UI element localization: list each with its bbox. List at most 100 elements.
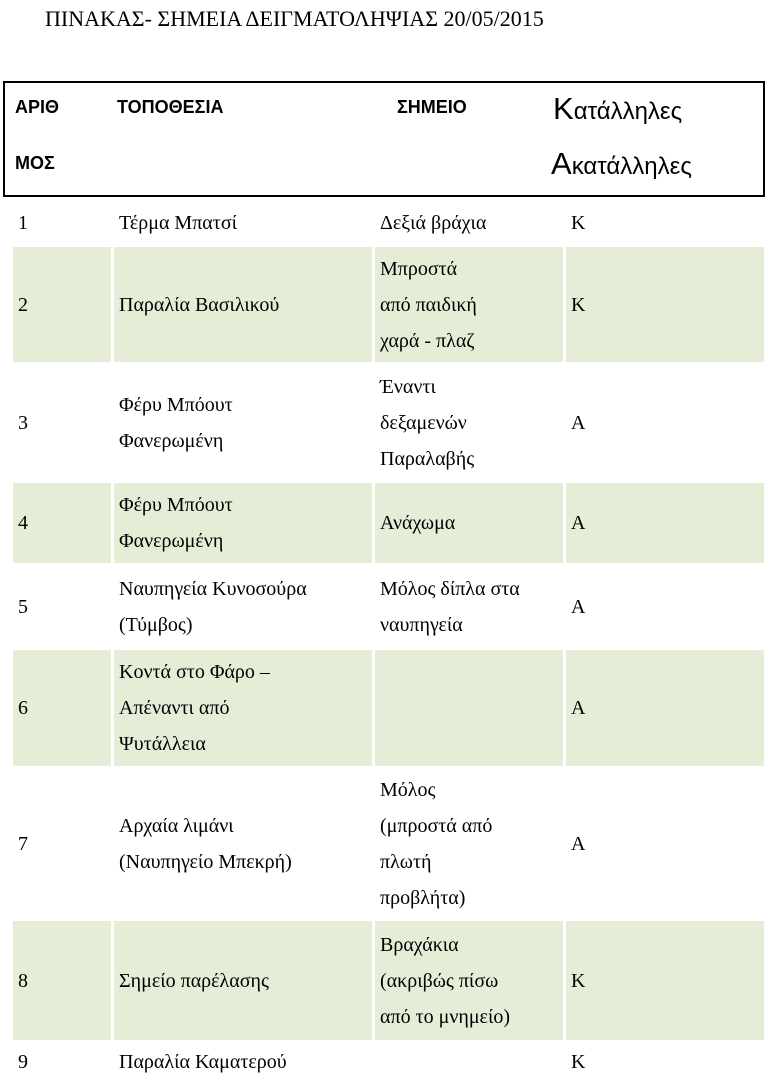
table-row: 9 Παραλία Καματερού Κ: [13, 1043, 764, 1080]
location-line: Παραλία Καματερού: [119, 1050, 287, 1073]
location-line: Ψυτάλλεια: [119, 733, 206, 755]
point-line: δεξαμενών: [380, 411, 467, 434]
status: Κ: [571, 293, 586, 316]
cell-location: Τέρμα Μπατσί: [114, 201, 372, 244]
location-line: (Τύμβος): [119, 613, 193, 636]
point-line: από το μνημείο): [380, 1005, 510, 1028]
table-row: 3 Φέρυ Μπόουτ Φανερωμένη Έναντι δεξαμενών Παρ…: [13, 365, 764, 480]
table-row: 7 Αρχαία λιμάνι (Ναυπηγείο Μπεκρή) Μόλος (μπ…: [13, 769, 764, 918]
cell-number: 5: [13, 566, 111, 647]
table: 1 Τέρμα Μπατσί Δεξιά βράχια Κ 2 Παραλία Βασιλ…: [10, 198, 767, 1083]
status: Α: [571, 832, 586, 855]
location-line: Αρχαία λιμάνι: [119, 814, 234, 837]
point-line: χαρά - πλαζ: [380, 329, 475, 352]
point-line: Μπροστά: [380, 257, 458, 280]
cell-location: Αρχαία λιμάνι (Ναυπηγείο Μπεκρή): [114, 769, 372, 918]
cell-point: Μόλος δίπλα στα ναυπηγεία: [375, 566, 563, 647]
number: 7: [18, 832, 28, 855]
point-line: (μπροστά από: [380, 814, 493, 837]
cell-location: Φέρυ Μπόουτ Φανερωμένη: [114, 365, 372, 480]
cell-number: 8: [13, 921, 111, 1040]
cell-location: Σημείο παρέλασης: [114, 921, 372, 1040]
status: Α: [571, 411, 586, 434]
number: 2: [18, 293, 28, 316]
table-row: 6 Κοντά στο Φάρο – Απέναντι από Ψυτάλλεια Α: [13, 650, 764, 766]
cell-number: 4: [13, 483, 111, 563]
cell-status: Κ: [566, 1043, 764, 1080]
cell-point: Έναντι δεξαμενών Παραλαβής: [375, 365, 563, 480]
location-line: (Ναυπηγείο Μπεκρή): [119, 850, 292, 873]
cell-status: Κ: [566, 201, 764, 244]
cell-number: 7: [13, 769, 111, 918]
location-line: Ναυπηγεία Κυνοσούρα: [119, 577, 307, 600]
cell-status: Α: [566, 365, 764, 480]
location-line: Κοντά στο Φάρο –: [119, 661, 270, 683]
number: 5: [18, 595, 28, 618]
cell-location: Ναυπηγεία Κυνοσούρα (Τύμβος): [114, 566, 372, 647]
cell-status: Α: [566, 566, 764, 647]
cell-location: Φέρυ Μπόουτ Φανερωμένη: [114, 483, 372, 563]
point-line: Μόλος δίπλα στα: [380, 577, 520, 600]
point-line: προβλήτα): [380, 886, 466, 909]
number: 1: [18, 211, 28, 234]
cell-number: 3: [13, 365, 111, 480]
number: 3: [18, 411, 28, 434]
point-line: Μόλος: [380, 778, 436, 801]
table-row: 1 Τέρμα Μπατσί Δεξιά βράχια Κ: [13, 201, 764, 244]
header-status: Κατάλληλες: [553, 91, 683, 126]
cell-point: Μπροστά από παιδική χαρά - πλαζ: [375, 247, 563, 362]
location-line: Σημείο παρέλασης: [119, 969, 269, 992]
status: Α: [571, 512, 586, 534]
cell-number: 6: [13, 650, 111, 766]
number: 4: [18, 512, 28, 534]
header-number: ΑΡΙΘ: [15, 97, 60, 117]
status: Α: [571, 595, 586, 618]
location-line: Φανερωμένη: [119, 530, 224, 552]
cell-status: Α: [566, 650, 764, 766]
point-line: Βραχάκια: [380, 933, 459, 956]
cell-point: [375, 1043, 563, 1080]
table-row: 2 Παραλία Βασιλικού Μπροστά από παιδική χαρά…: [13, 247, 764, 362]
cell-point: Μόλος (μπροστά από πλωτή προβλήτα): [375, 769, 563, 918]
cell-status: Α: [566, 483, 764, 563]
cell-point: Βραχάκια (ακριβώς πίσω από το μνημείο): [375, 921, 563, 1040]
title: ΠΙΝΑΚΑΣ- ΣΗΜΕΙΑ ΔΕΙΓΜΑΤΟΛΗΨΙΑΣ 20/05/201…: [45, 6, 544, 31]
cell-number: 1: [13, 201, 111, 244]
point-line: ναυπηγεία: [380, 613, 463, 636]
status: Α: [571, 697, 586, 719]
point-line: από παιδική: [380, 293, 477, 316]
header-location: ΤΟΠΟΘΕΣΙΑ: [117, 97, 224, 117]
point-line: πλωτή: [380, 850, 432, 873]
table-row: 8 Σημείο παρέλασης Βραχάκια (ακριβώς πίσω απ…: [13, 921, 764, 1040]
cell-status: Κ: [566, 921, 764, 1040]
status: Κ: [571, 969, 586, 992]
header-number: ΜΟΣ: [15, 153, 55, 173]
status: Κ: [571, 1050, 586, 1073]
point-line: Παραλαβής: [380, 447, 475, 470]
cell-status: Κ: [566, 247, 764, 362]
cell-location: Παραλία Βασιλικού: [114, 247, 372, 362]
header-status: Ακατάλληλες: [551, 146, 692, 181]
location-line: Τέρμα Μπατσί: [119, 211, 237, 234]
number: 8: [18, 969, 28, 992]
table-row: 5 Ναυπηγεία Κυνοσούρα (Τύμβος) Μόλος δίπλα …: [13, 566, 764, 647]
location-line: Φανερωμένη: [119, 429, 224, 452]
cell-number: 2: [13, 247, 111, 362]
cell-point: [375, 650, 563, 766]
cell-point: Δεξιά βράχια: [375, 201, 563, 244]
cell-point: Ανάχωμα: [375, 483, 563, 563]
location-line: Φέρυ Μπόουτ: [119, 494, 233, 516]
number: 9: [18, 1050, 28, 1073]
point-line: Έναντι: [380, 375, 436, 398]
point-line: Δεξιά βράχια: [380, 211, 487, 234]
cell-status: Α: [566, 769, 764, 918]
table-row: 4 Φέρυ Μπόουτ Φανερωμένη Ανάχωμα Α: [13, 483, 764, 563]
cell-location: Παραλία Καματερού: [114, 1043, 372, 1080]
header-point: ΣΗΜΕΙΟ: [397, 97, 467, 117]
cell-number: 9: [13, 1043, 111, 1080]
status: Κ: [571, 211, 586, 234]
location-line: Φέρυ Μπόουτ: [119, 393, 233, 416]
table-header: ΑΡΙΘ ΜΟΣ ΤΟΠΟΘΕΣΙΑ ΣΗΜΕΙΟ Κατάλληλες Ακα…: [3, 81, 765, 197]
cell-location: Κοντά στο Φάρο – Απέναντι από Ψυτάλλεια: [114, 650, 372, 766]
